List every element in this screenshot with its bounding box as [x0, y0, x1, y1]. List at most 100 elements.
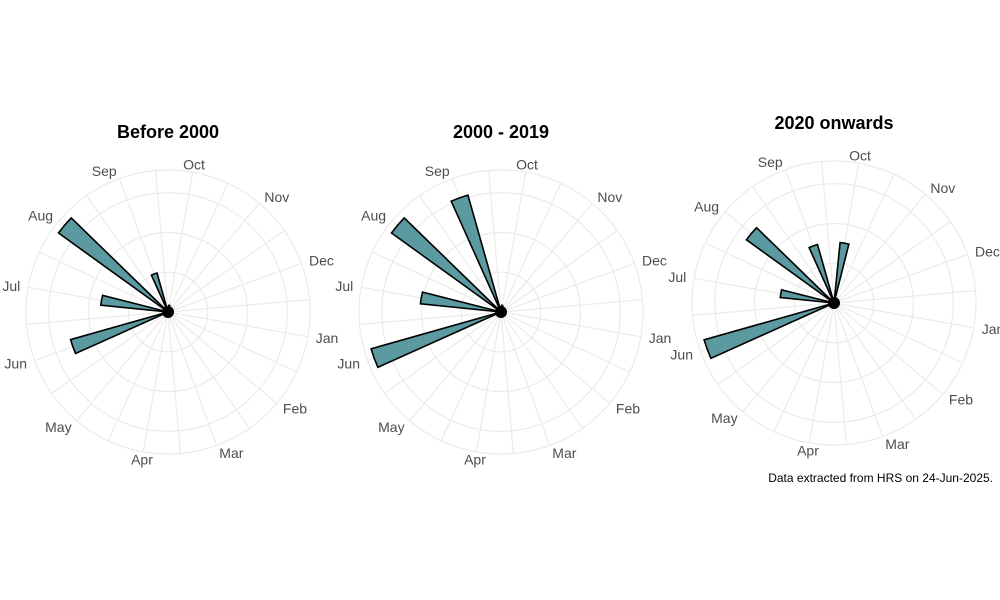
- grid-ring: [25, 169, 311, 455]
- grid-spoke: [833, 290, 976, 304]
- month-label-aug: Aug: [694, 199, 719, 215]
- grid-spoke: [833, 174, 895, 304]
- grid-spoke: [107, 311, 169, 441]
- month-label-aug: Aug: [28, 208, 53, 224]
- bar-aug: [745, 226, 835, 304]
- grid-spoke: [742, 302, 835, 413]
- month-label-may: May: [45, 419, 71, 435]
- grid-spoke: [167, 311, 218, 446]
- grid-spoke: [833, 302, 847, 445]
- grid-ring: [127, 271, 209, 353]
- month-label-may: May: [378, 419, 404, 435]
- grid-spoke: [752, 186, 835, 304]
- month-label-dec: Dec: [975, 244, 1000, 260]
- grid-spoke: [142, 311, 169, 452]
- bar-layer: [370, 194, 507, 369]
- month-label-jul: Jul: [668, 269, 686, 285]
- month-label-jan: Jan: [316, 330, 339, 346]
- bar-jun: [69, 311, 169, 355]
- grid-spoke: [167, 262, 302, 313]
- grid-spoke: [384, 311, 502, 394]
- grid-spoke: [833, 302, 916, 420]
- grid-spoke: [372, 251, 502, 313]
- grid-spoke: [500, 311, 551, 446]
- grid-spoke: [773, 302, 835, 432]
- grid-spoke: [500, 311, 641, 338]
- month-label-sep: Sep: [92, 163, 117, 179]
- grid-spoke: [500, 202, 593, 313]
- grid-ring: [714, 183, 954, 423]
- grid-ring: [420, 231, 582, 393]
- grid-ring: [753, 222, 915, 384]
- grid-spoke: [26, 311, 169, 325]
- grid-spoke: [833, 302, 974, 329]
- month-label-oct: Oct: [183, 156, 205, 172]
- month-label-oct: Oct: [516, 156, 538, 172]
- grid-spoke: [167, 172, 194, 313]
- grid-ring: [48, 192, 288, 432]
- month-label-jul: Jul: [2, 278, 20, 294]
- month-label-jan: Jan: [982, 321, 1000, 337]
- grid-spoke: [167, 299, 310, 313]
- grid-spoke: [500, 299, 643, 313]
- grid-spoke: [167, 311, 297, 373]
- grid-spoke: [705, 242, 835, 304]
- month-labels: Jan Feb Mar Apr May Jun Jul Aug Sep Oct Nov Dec: [668, 147, 1000, 458]
- month-label-sep: Sep: [425, 163, 450, 179]
- month-label-feb: Feb: [283, 400, 307, 416]
- month-label-oct: Oct: [849, 147, 871, 163]
- panel-title: 2000 - 2019: [453, 122, 549, 142]
- grid-ring: [358, 169, 644, 455]
- grid-spoke: [500, 311, 630, 373]
- grid-spoke: [167, 183, 229, 313]
- center-hub: [828, 297, 840, 309]
- grid-spoke: [833, 253, 968, 304]
- data-source-caption: Data extracted from HRS on 24-Jun-2025.: [768, 471, 993, 485]
- grid-ring: [381, 192, 621, 432]
- bar-jun: [370, 311, 502, 369]
- month-label-feb: Feb: [949, 391, 973, 407]
- bar-aug: [57, 216, 169, 313]
- grid-spoke: [500, 172, 527, 313]
- grid-spoke: [359, 311, 502, 325]
- grid-spoke: [500, 262, 635, 313]
- panel-before-2000: Before 2000 Jan Feb Mar Apr May Jun Jul Aug Sep O…: [2, 122, 338, 468]
- grid-spoke: [409, 311, 502, 422]
- grid-ring: [87, 231, 249, 393]
- grid-spoke: [51, 311, 169, 394]
- grid-spoke: [167, 230, 285, 313]
- month-label-nov: Nov: [264, 189, 289, 205]
- grid-spoke: [39, 251, 169, 313]
- panel-2020-onwards: 2020 onwards Jan Feb Mar Apr May Jun Jul Aug Sep…: [668, 113, 1000, 459]
- bar-oct: [833, 241, 850, 304]
- grid-spoke: [833, 302, 884, 437]
- month-label-aug: Aug: [361, 208, 386, 224]
- grid-spoke: [692, 302, 835, 316]
- grid-spoke: [76, 311, 169, 422]
- panel-2000-2019: 2000 - 2019 Jan Feb Mar Apr May Jun Jul Aug Sep O…: [335, 122, 671, 468]
- grid-spoke: [833, 193, 926, 304]
- bar-sep: [808, 243, 835, 304]
- month-labels: Jan Feb Mar Apr May Jun Jul Aug Sep Oct Nov Dec: [335, 156, 671, 467]
- grid-spoke: [167, 311, 278, 404]
- month-label-jul: Jul: [335, 278, 353, 294]
- grid-spoke: [86, 195, 169, 313]
- month-label-mar: Mar: [552, 445, 576, 461]
- bar-layer: [703, 226, 850, 360]
- bar-jul: [419, 291, 502, 313]
- month-label-jun: Jun: [4, 355, 27, 371]
- grid-ring: [793, 262, 875, 344]
- month-label-sep: Sep: [758, 154, 783, 170]
- month-label-apr: Apr: [797, 443, 819, 459]
- month-label-apr: Apr: [464, 452, 486, 468]
- grid-ring: [460, 271, 542, 353]
- month-label-dec: Dec: [309, 253, 334, 269]
- month-label-nov: Nov: [597, 189, 622, 205]
- panel-title: 2020 onwards: [774, 113, 893, 133]
- month-label-nov: Nov: [930, 180, 955, 196]
- grid-spoke: [500, 311, 514, 454]
- month-label-jun: Jun: [337, 355, 360, 371]
- grid-spoke: [500, 311, 611, 404]
- bar-jul: [779, 288, 835, 304]
